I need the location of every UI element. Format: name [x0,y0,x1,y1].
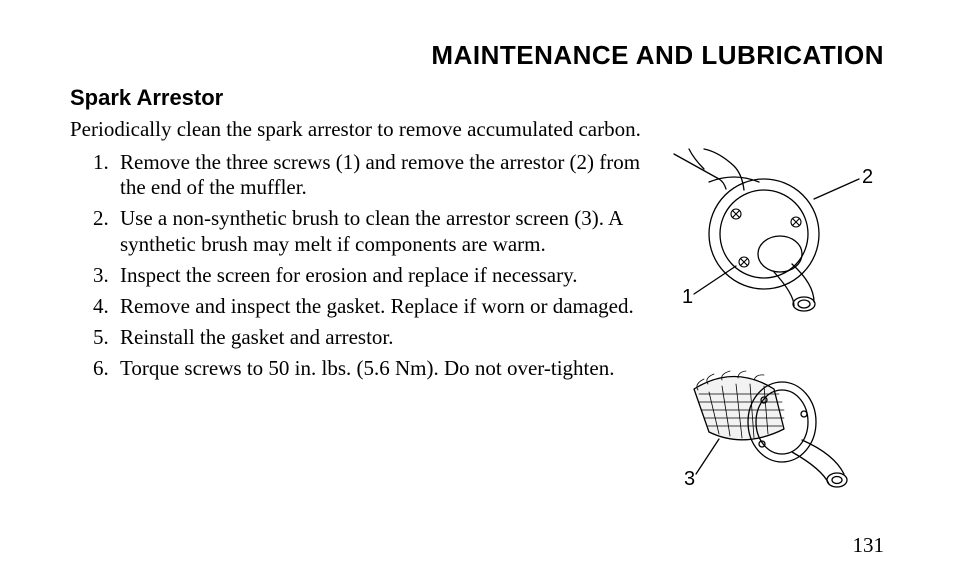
intro-text: Periodically clean the spark arrestor to… [70,117,884,142]
arrestor-svg [664,344,884,504]
muffler-svg [664,144,884,324]
step-item: Use a non-synthetic brush to clean the a… [114,206,654,256]
step-item: Remove and inspect the gasket. Replace i… [114,294,654,319]
figure-arrestor-screen: 3 [664,344,884,504]
step-item: Torque screws to 50 in. lbs. (5.6 Nm). D… [114,356,654,381]
step-item: Inspect the screen for erosion and repla… [114,263,654,288]
step-item: Reinstall the gasket and arrestor. [114,325,654,350]
subheading: Spark Arrestor [70,85,884,111]
callout-label-1: 1 [682,286,693,309]
figure-muffler-end: 2 1 [664,144,884,324]
step-item: Remove the three screws (1) and remove t… [114,150,654,200]
steps-list: Remove the three screws (1) and remove t… [70,150,654,382]
section-title: MAINTENANCE AND LUBRICATION [70,40,884,71]
callout-label-2: 2 [862,166,873,189]
page-number: 131 [853,533,885,558]
callout-label-3: 3 [684,468,695,491]
